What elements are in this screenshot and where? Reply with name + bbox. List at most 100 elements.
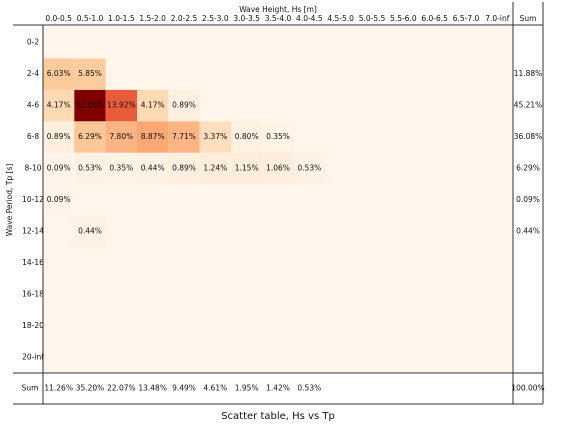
heatmap-cell <box>74 215 106 248</box>
cell-label: 0.44% <box>78 226 102 235</box>
cell-label: 0.80% <box>235 132 259 141</box>
heatmap-cell <box>168 89 200 122</box>
heatmap-background <box>43 27 513 373</box>
column-sum: 1.95% <box>235 384 259 393</box>
cell-label: 0.35% <box>109 164 133 173</box>
column-sum: 1.42% <box>266 384 290 393</box>
heatmap-cell <box>43 58 75 90</box>
y-axis-label: Wave Period, Tp [s] <box>5 164 14 237</box>
row-label: 14-16 <box>22 258 44 267</box>
heatmap-cell <box>168 152 200 185</box>
heatmap-cell <box>74 89 106 122</box>
heatmap-cell <box>262 152 294 185</box>
cell-label: 4.17% <box>47 101 71 110</box>
column-label: 1.0-1.5 <box>108 14 135 23</box>
heatmap-cell <box>199 121 231 153</box>
cell-label: 6.03% <box>47 69 71 78</box>
row-sum: 36.08% <box>514 132 543 141</box>
cell-label: 13.92% <box>107 101 136 110</box>
cell-label: 8.87% <box>141 132 165 141</box>
cell-label: 0.35% <box>266 132 290 141</box>
row-label: 18-20 <box>22 321 44 330</box>
heatmap-cell <box>43 121 75 153</box>
cell-label: 0.53% <box>297 164 321 173</box>
chart-title: Scatter table, Hs vs Tp <box>221 411 335 422</box>
column-sum: 35.20% <box>76 384 105 393</box>
cell-label: 7.80% <box>109 132 133 141</box>
column-label: 0.0-0.5 <box>45 14 72 23</box>
heatmap-cell <box>262 121 294 153</box>
cell-label: 3.37% <box>203 132 227 141</box>
total-sum: 100.00% <box>511 384 544 393</box>
heatmap-cell <box>137 121 169 153</box>
column-label: 6.0-6.5 <box>421 14 448 23</box>
column-sum: 9.49% <box>172 384 196 393</box>
column-label: 3.5-4.0 <box>265 14 292 23</box>
cell-label: 7.71% <box>172 132 196 141</box>
column-label: 2.5-3.0 <box>202 14 229 23</box>
row-sum: 6.29% <box>516 164 540 173</box>
heatmap-cell <box>74 58 106 90</box>
heatmap-cell <box>43 89 75 122</box>
row-label: 20-inf <box>22 352 44 361</box>
row-label: 8-10 <box>24 164 41 173</box>
heatmap-cell <box>105 152 137 185</box>
column-label: 3.0-3.5 <box>233 14 260 23</box>
cell-label: 22.06% <box>76 101 105 110</box>
cell-label: 0.53% <box>78 164 102 173</box>
column-label: 6.5-7.0 <box>453 14 480 23</box>
cell-label: 0.09% <box>47 195 71 204</box>
column-label: 4.0-4.5 <box>296 14 323 23</box>
column-sum: 13.48% <box>138 384 167 393</box>
heatmap-cell <box>43 184 75 216</box>
heatmap-cell <box>231 121 263 153</box>
heatmap-cell <box>137 152 169 185</box>
heatmap-cell <box>74 121 106 153</box>
heatmap-cell <box>43 152 75 185</box>
row-label: 0-2 <box>27 38 39 47</box>
row-sum: 0.44% <box>516 226 540 235</box>
cell-label: 1.06% <box>266 164 290 173</box>
column-label: 7.0-inf <box>485 14 509 23</box>
column-sum: 11.26% <box>44 384 73 393</box>
cell-label: 0.89% <box>47 132 71 141</box>
heatmap-cell <box>199 152 231 185</box>
sum-header: Sum <box>520 14 537 23</box>
heatmap-cell <box>105 89 137 122</box>
heatmap-cell <box>231 152 263 185</box>
column-sum: 0.53% <box>297 384 321 393</box>
column-sum: 4.61% <box>203 384 227 393</box>
cell-label: 0.89% <box>172 164 196 173</box>
row-label: 16-18 <box>22 289 44 298</box>
cell-label: 5.85% <box>78 69 102 78</box>
cell-label: 1.15% <box>235 164 259 173</box>
cell-label: 0.89% <box>172 101 196 110</box>
row-label: 10-12 <box>22 195 44 204</box>
row-sum: 45.21% <box>514 101 543 110</box>
column-label: 5.5-6.0 <box>390 14 417 23</box>
row-label: 2-4 <box>27 69 39 78</box>
heatmap-cell <box>293 152 325 185</box>
cell-label: 4.17% <box>141 101 165 110</box>
row-label: 6-8 <box>27 132 39 141</box>
row-label: 12-14 <box>22 226 44 235</box>
cell-label: 6.29% <box>78 132 102 141</box>
heatmap-cell <box>105 121 137 153</box>
column-label: 0.5-1.0 <box>77 14 104 23</box>
row-label: 4-6 <box>27 101 39 110</box>
sum-row-label: Sum <box>22 384 39 393</box>
row-sum: 0.09% <box>516 195 540 204</box>
cell-label: 0.44% <box>141 164 165 173</box>
row-sum: 11.88% <box>514 69 543 78</box>
cell-label: 0.09% <box>47 164 71 173</box>
column-label: 2.0-2.5 <box>171 14 198 23</box>
heatmap-cell <box>137 89 169 122</box>
column-label: 5.0-5.5 <box>359 14 386 23</box>
column-label: 1.5-2.0 <box>139 14 166 23</box>
column-label: 4.5-5.0 <box>327 14 354 23</box>
heatmap-cell <box>168 121 200 153</box>
column-sum: 22.07% <box>107 384 136 393</box>
heatmap-cell <box>74 152 106 185</box>
cell-label: 1.24% <box>203 164 227 173</box>
